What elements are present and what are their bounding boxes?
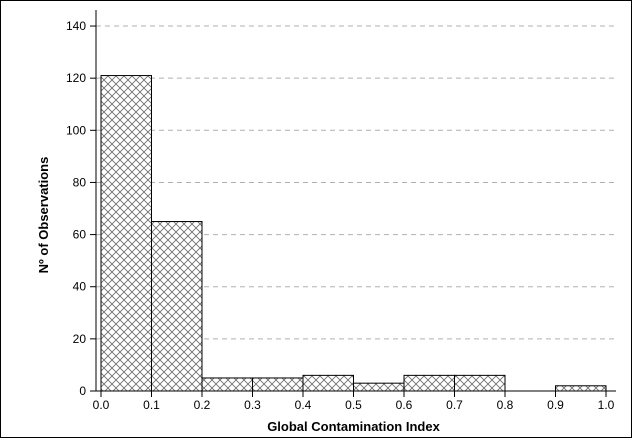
histogram-bar xyxy=(100,75,152,392)
histogram-bar xyxy=(151,221,203,392)
y-tick-label: 0 xyxy=(79,384,86,398)
y-tick-label: 140 xyxy=(66,19,86,33)
x-tick-label: 0.9 xyxy=(547,398,564,412)
y-tick-label: 120 xyxy=(66,71,86,85)
x-axis-title: Global Contamination Index xyxy=(267,419,440,434)
histogram-bar xyxy=(555,385,607,392)
x-tick-label: 0.8 xyxy=(497,398,514,412)
x-tick-labels: 0.0 0.1 0.2 0.3 0.4 0.5 0.6 0.7 0.8 0.9 1.0 xyxy=(93,398,615,412)
x-tick-label: 0.3 xyxy=(244,398,261,412)
y-tick-label: 80 xyxy=(73,175,87,189)
x-tick-label: 0.7 xyxy=(446,398,463,412)
histogram-bar xyxy=(403,374,455,392)
y-tick-label: 40 xyxy=(73,280,87,294)
x-tick-label: 0.6 xyxy=(396,398,413,412)
y-tick-label: 20 xyxy=(73,332,87,346)
x-tick-label: 0.1 xyxy=(143,398,160,412)
histogram-bar xyxy=(252,377,304,392)
x-tick-label: 0.0 xyxy=(93,398,110,412)
grid-lines xyxy=(96,25,616,340)
y-tick-label: 100 xyxy=(66,123,86,137)
x-tick-label: 0.2 xyxy=(194,398,211,412)
histogram-bar xyxy=(454,374,506,392)
x-tick-label: 0.4 xyxy=(295,398,312,412)
histogram-bar xyxy=(201,377,253,392)
y-axis-title: Nº of Observations xyxy=(36,157,51,274)
y-tick-labels: 0 20 40 60 80 100 120 140 xyxy=(66,19,86,398)
axes-group xyxy=(90,10,616,397)
y-tick-label: 60 xyxy=(73,228,87,242)
histogram-bar xyxy=(353,382,405,392)
histogram-bar xyxy=(302,374,354,392)
x-tick-label: 1.0 xyxy=(598,398,615,412)
x-tick-label: 0.5 xyxy=(345,398,362,412)
